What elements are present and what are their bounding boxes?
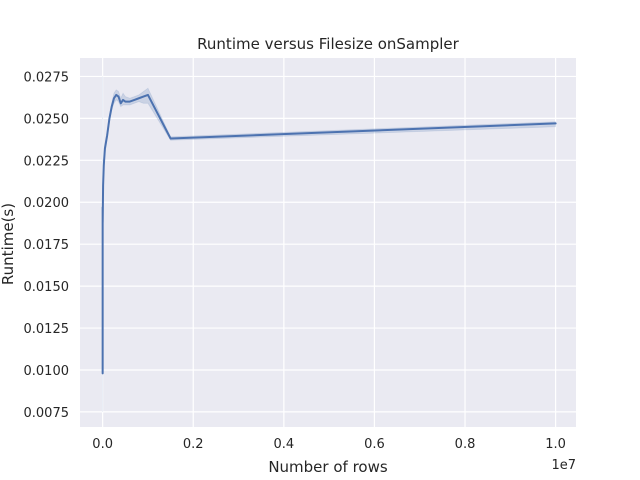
chart-title: Runtime versus Filesize onSampler [197,35,459,53]
x-tick-label: 0.8 [455,437,476,452]
y-tick-label: 0.0075 [24,406,70,421]
tick-labels: 0.0 0.2 0.4 0.6 0.8 1.0 0.0075 0.0100 0.0125 0.01… [24,70,566,452]
series-line [101,93,557,375]
x-tick-label: 0.2 [183,437,204,452]
plot-area [80,58,576,427]
x-tick-label: 0.6 [364,437,385,452]
y-axis-label: Runtime(s) [0,203,17,285]
x-tick-label: 0.0 [92,437,113,452]
x-tick-label: 1.0 [545,437,566,452]
y-tick-label: 0.0100 [24,364,70,379]
y-tick-label: 0.0275 [24,70,70,85]
x-axis-label: Number of rows [268,458,388,476]
series-lines [101,93,557,375]
x-axis-offset-label: 1e7 [551,458,576,473]
y-tick-label: 0.0250 [24,112,70,127]
y-tick-label: 0.0200 [24,196,70,211]
y-tick-label: 0.0150 [24,280,70,295]
y-tick-label: 0.0125 [24,322,70,337]
y-tick-label: 0.0225 [24,154,70,169]
grid-lines [80,58,576,427]
y-tick-label: 0.0175 [24,238,70,253]
x-tick-label: 0.4 [273,437,294,452]
